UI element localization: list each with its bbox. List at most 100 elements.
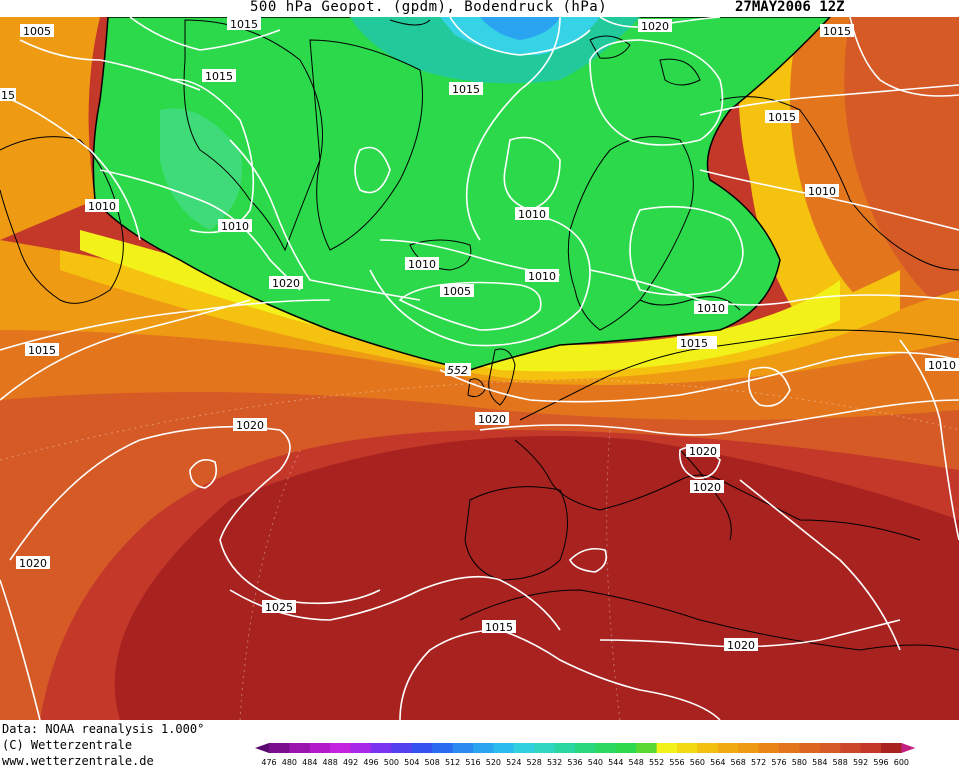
scale-tick-label: 484: [302, 758, 317, 767]
scale-tick-label: 540: [588, 758, 603, 767]
label-1025-azores: 1025: [262, 600, 296, 614]
scale-swatch: [350, 743, 372, 753]
scale-ticks: 476 480 484 488 492 496 500 504 508 512 516 520 524 5…: [261, 758, 909, 767]
label-1015-atlantic-west: 1015: [25, 343, 59, 357]
scale-tick-label: 592: [853, 758, 868, 767]
svg-text:1005: 1005: [443, 285, 471, 298]
scale-arrow-right: [901, 743, 916, 753]
svg-text:552: 552: [447, 364, 468, 377]
svg-text:1025: 1025: [265, 601, 293, 614]
scale-tick-label: 536: [567, 758, 582, 767]
scale-swatch: [575, 743, 596, 753]
svg-text:1010: 1010: [928, 359, 956, 372]
scale-swatch: [717, 743, 739, 753]
svg-text:15: 15: [1, 89, 15, 102]
website-text: www.wetterzentrale.de: [2, 754, 154, 768]
scale-swatch: [677, 743, 698, 753]
weather-map: 1005 1015 1015 15 1015 1020 1015 1015 10…: [0, 17, 959, 720]
svg-text:1020: 1020: [693, 481, 721, 494]
scale-swatch: [840, 743, 862, 753]
scale-tick-label: 524: [506, 758, 521, 767]
svg-text:1015: 1015: [823, 25, 851, 38]
scale-tick-label: 552: [649, 758, 664, 767]
scale-swatch: [860, 743, 882, 753]
label-1015-ne: 1015: [765, 110, 799, 124]
field-orange-nw: [0, 17, 100, 240]
scale-swatch: [636, 743, 658, 753]
svg-text:1020: 1020: [272, 277, 300, 290]
label-1020-libya: 1020: [724, 638, 758, 652]
scale-tick-label: 480: [282, 758, 297, 767]
label-1020-italy: 1020: [690, 480, 724, 494]
scale-tick-label: 564: [710, 758, 725, 767]
label-1015-africa: 1015: [482, 620, 516, 634]
scale-swatch: [309, 743, 331, 753]
label-1010-east-edge: 1010: [925, 358, 959, 372]
scale-tick-label: 600: [894, 758, 909, 767]
scale-tick-label: 492: [343, 758, 358, 767]
label-1010-norway-sea: 1010: [515, 207, 549, 221]
svg-text:1015: 1015: [680, 337, 708, 350]
pressure-labels: 1005 1015 1015 15 1015 1020 1015 1015 10…: [0, 17, 959, 652]
svg-text:1015: 1015: [768, 111, 796, 124]
scale-tick-label: 488: [323, 758, 338, 767]
scale-tick-label: 476: [261, 758, 276, 767]
svg-text:1010: 1010: [808, 185, 836, 198]
scale-swatch: [330, 743, 352, 753]
label-1005-nw: 1005: [20, 24, 54, 38]
scale-swatch: [411, 743, 433, 753]
scale-swatch: [452, 743, 474, 753]
coastlines: [0, 19, 959, 651]
svg-text:1015: 1015: [452, 83, 480, 96]
svg-text:1005: 1005: [23, 25, 51, 38]
scale-swatch: [799, 743, 821, 753]
scale-tick-label: 532: [547, 758, 562, 767]
svg-text:1015: 1015: [485, 621, 513, 634]
scale-swatch: [615, 743, 637, 753]
svg-text:1015: 1015: [205, 70, 233, 83]
scale-tick-label: 500: [384, 758, 399, 767]
label-1015-ne-top: 1015: [820, 24, 854, 38]
field-dark-orange-east: [768, 17, 959, 340]
scale-tick-label: 548: [629, 758, 644, 767]
scale-tick-label: 560: [690, 758, 705, 767]
svg-text:1020: 1020: [19, 557, 47, 570]
scale-swatch: [534, 743, 556, 753]
label-552-contour: 552: [445, 363, 471, 377]
scale-swatches: [255, 743, 916, 753]
scale-tick-label: 508: [425, 758, 440, 767]
label-1010-baltic: 1010: [694, 301, 728, 315]
scale-tick-label: 580: [792, 758, 807, 767]
scale-tick-label: 520: [486, 758, 501, 767]
label-1010-greenland-south: 1010: [218, 219, 252, 233]
label-1015-greenland: 1015: [449, 82, 483, 96]
copyright-text: (C) Wetterzentrale: [2, 738, 133, 752]
scale-tick-label: 544: [608, 758, 623, 767]
svg-text:1020: 1020: [236, 419, 264, 432]
scale-swatch: [656, 743, 678, 753]
label-15-edge: 15: [0, 88, 16, 102]
graticule: [0, 379, 959, 720]
svg-text:1020: 1020: [478, 413, 506, 426]
title-bar: 500 hPa Geopot. (gpdm), Bodendruck (hPa)…: [0, 0, 959, 18]
svg-text:1010: 1010: [528, 270, 556, 283]
label-1010-russia: 1010: [805, 184, 839, 198]
field-teal-west: [160, 108, 242, 230]
label-1010-west: 1010: [85, 199, 119, 213]
scale-swatch: [289, 743, 311, 753]
scale-tick-label: 496: [363, 758, 378, 767]
svg-text:1010: 1010: [408, 258, 436, 271]
scale-tick-label: 596: [873, 758, 888, 767]
label-1020-atlantic-north: 1020: [269, 276, 303, 290]
svg-text:1020: 1020: [689, 445, 717, 458]
label-1020-atlantic-sw: 1020: [16, 556, 50, 570]
map-date: 27MAY2006 12Z: [735, 0, 845, 15]
scale-tick-label: 584: [812, 758, 827, 767]
svg-text:1020: 1020: [727, 639, 755, 652]
scale-arrow-left: [255, 743, 269, 753]
scale-swatch: [493, 743, 515, 753]
scale-swatch: [391, 743, 413, 753]
scale-tick-label: 568: [731, 758, 746, 767]
label-1015-poland: 1015: [677, 336, 717, 350]
label-1010-north-sea: 1010: [525, 269, 559, 283]
